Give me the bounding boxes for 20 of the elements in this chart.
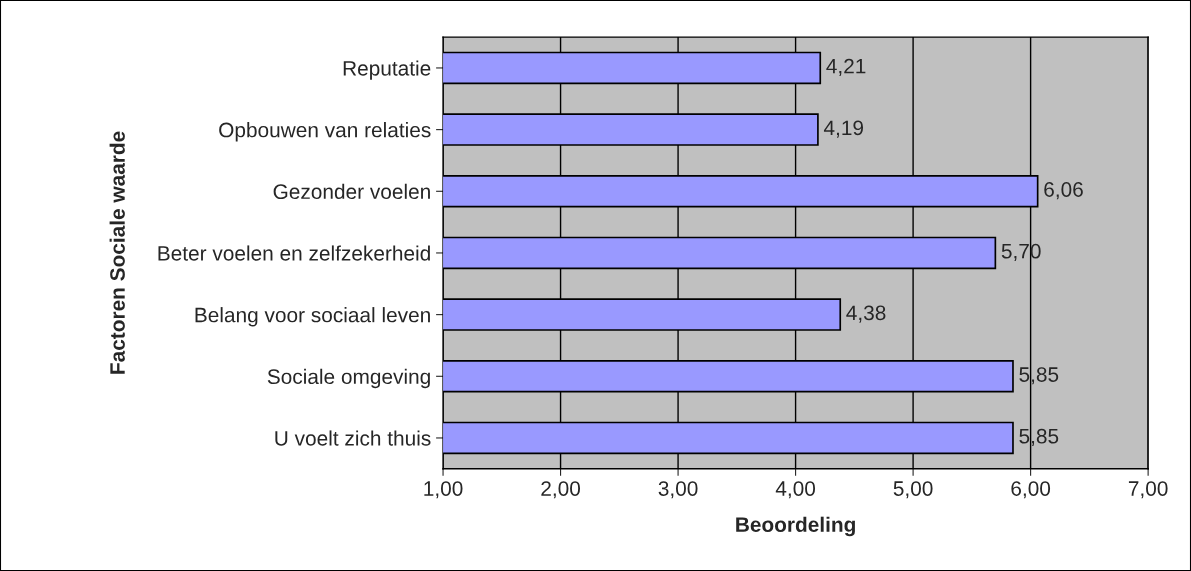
x-tick-label: 6,00 xyxy=(1011,481,1051,499)
y-tick-label: Gezonder voelen xyxy=(273,183,430,200)
y-tick-label: U voelt zich thuis xyxy=(275,430,431,446)
x-axis-title: Beoordeling xyxy=(736,516,855,537)
x-tick-label: 4,00 xyxy=(775,481,816,499)
data-label: 4,19 xyxy=(823,120,864,138)
x-tick-label: 5,00 xyxy=(893,481,933,499)
y-tick-label: Beter voelen en zelfzekerheid xyxy=(158,245,430,261)
data-label: 4,21 xyxy=(826,58,866,76)
y-axis-title: Factoren Sociale waarde xyxy=(109,131,125,374)
data-label: 6,06 xyxy=(1044,182,1083,200)
y-tick-label: Opbouwen van relaties xyxy=(219,122,431,142)
y-tick-label: Belang voor sociaal leven xyxy=(195,307,430,327)
x-tick-label: 3,00 xyxy=(658,481,698,499)
y-tick-label: Sociale omgeving xyxy=(267,368,430,389)
y-tick-label: Reputatie xyxy=(343,60,431,80)
data-label: 4,38 xyxy=(846,305,886,323)
x-tick-label: 1,00 xyxy=(424,481,463,499)
x-tick-label: 2,00 xyxy=(541,481,581,499)
x-tick-label: 7,00 xyxy=(1128,481,1168,499)
